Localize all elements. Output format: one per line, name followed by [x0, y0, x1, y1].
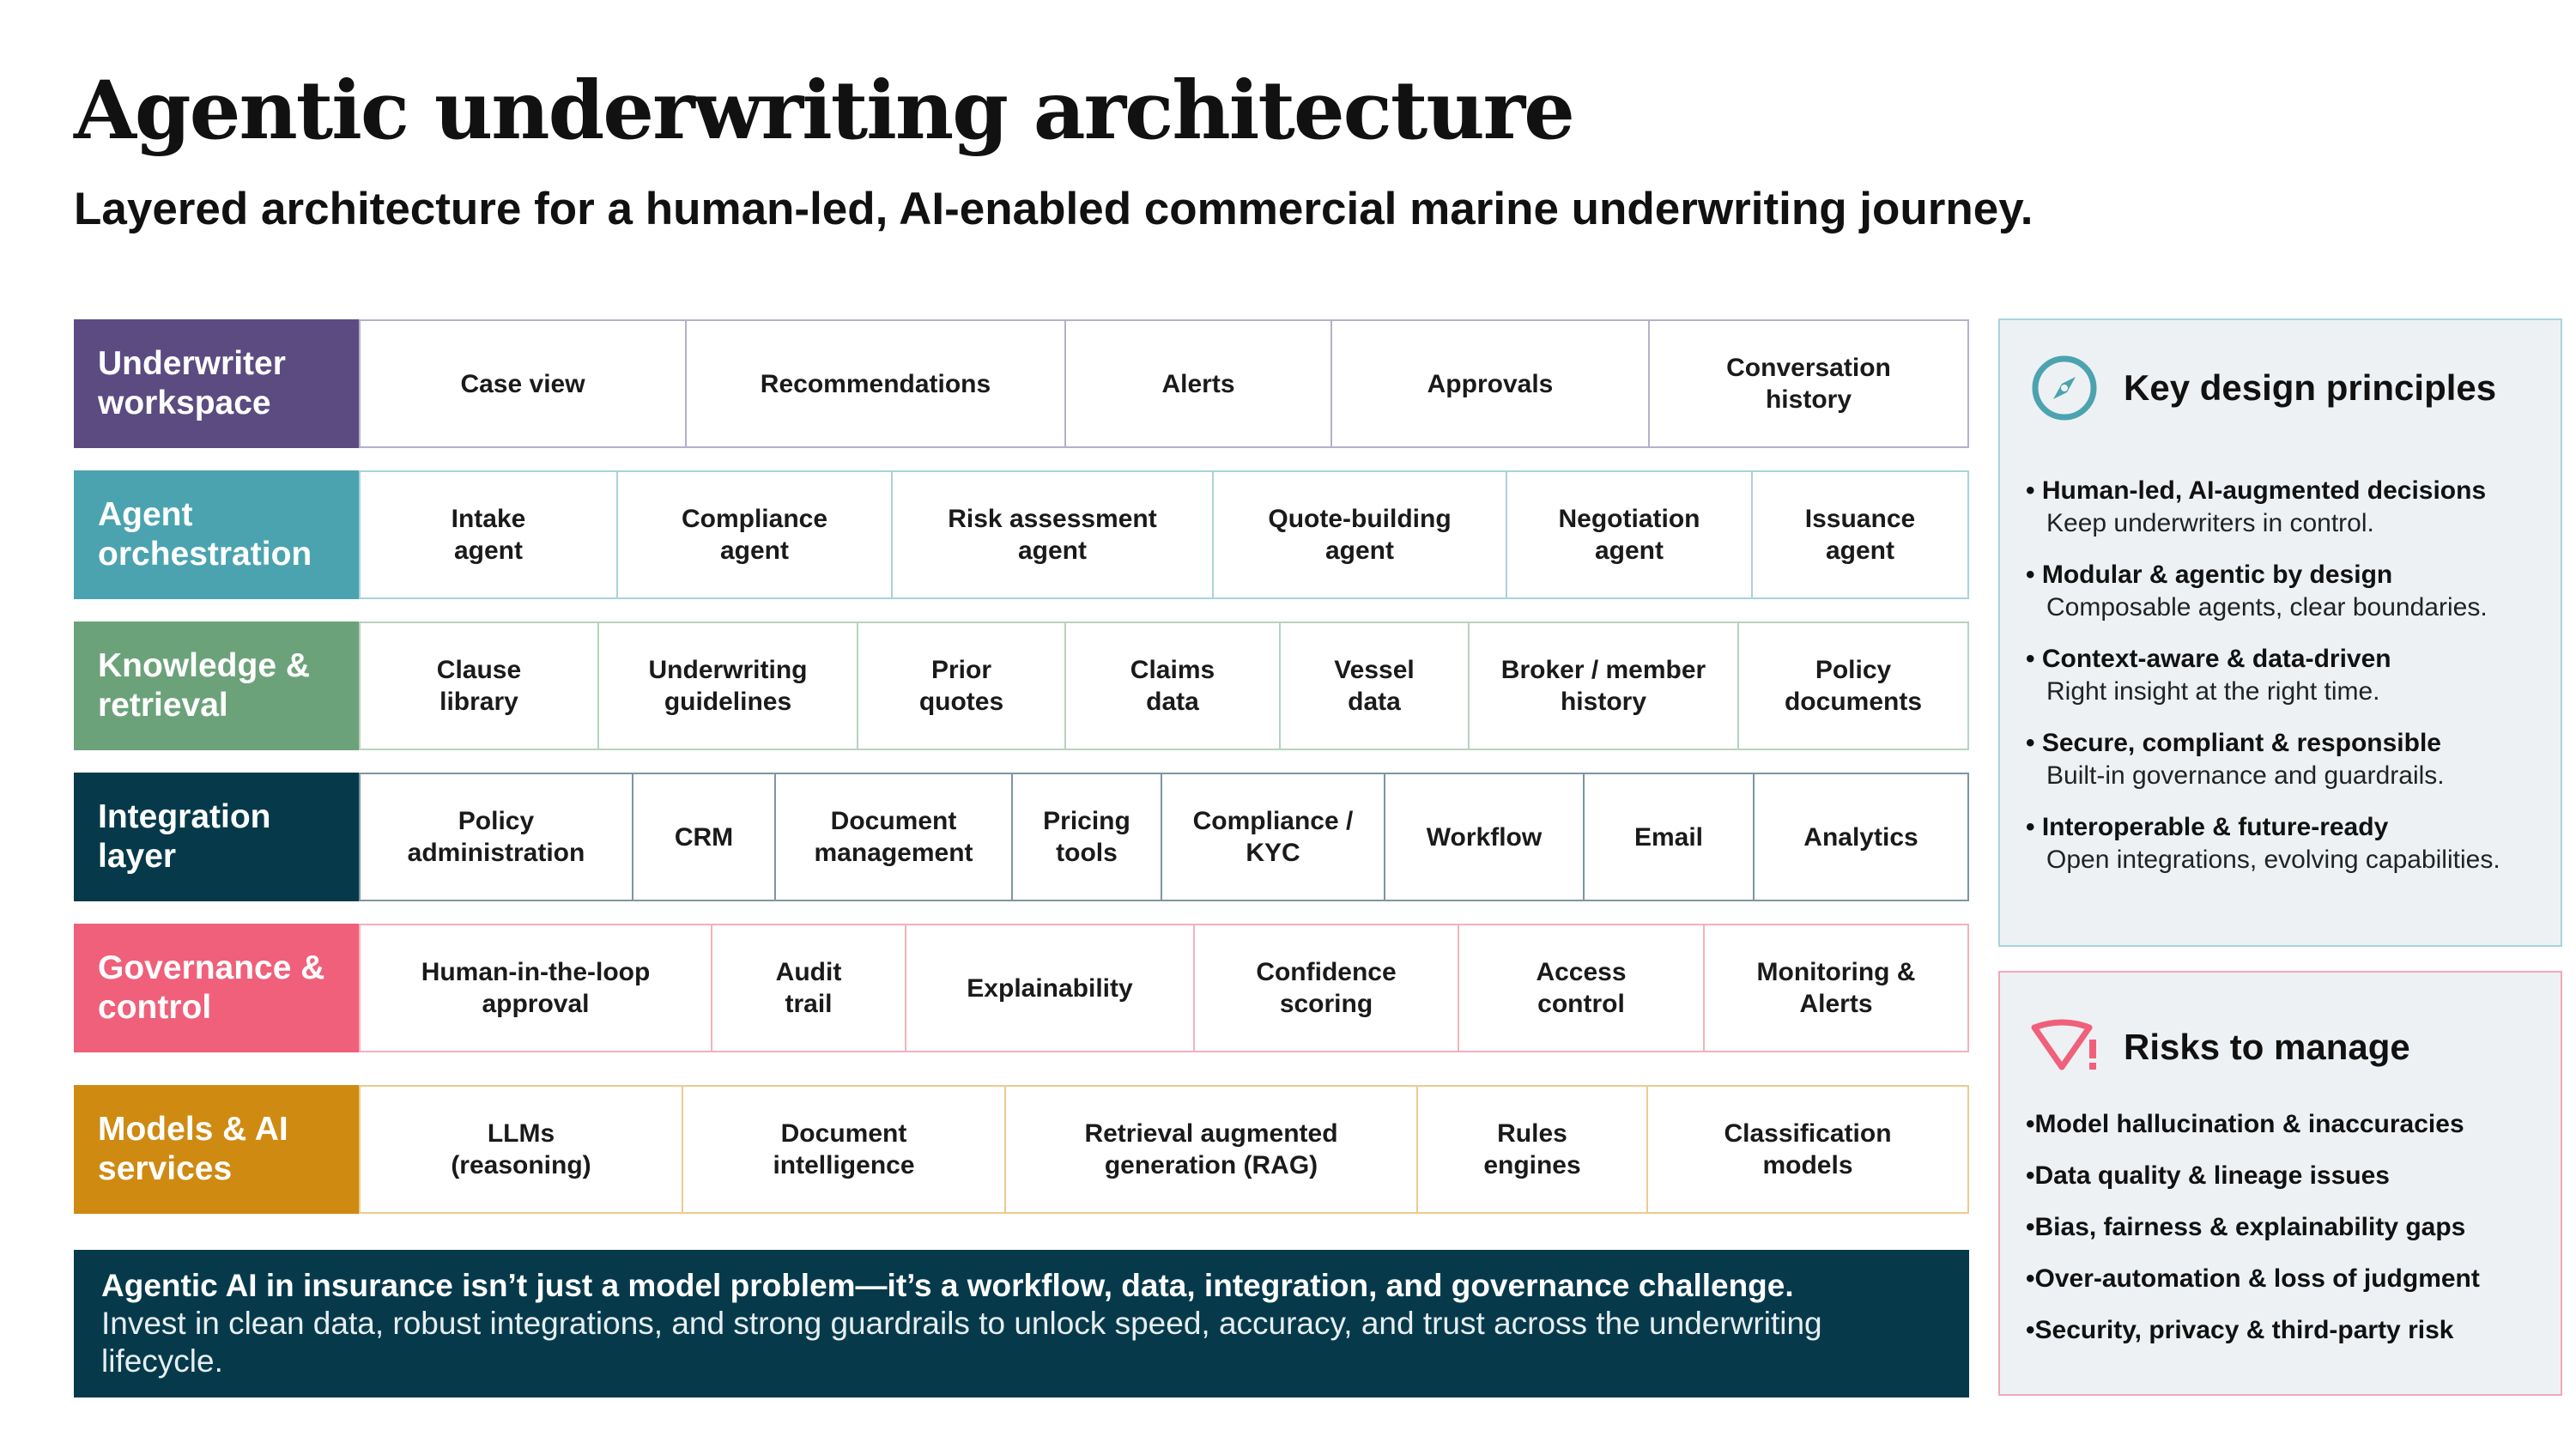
layer-components: Human-in-the-loop approval Audit trail Exp… [359, 924, 1969, 1052]
layer-components: Intake agent Compliance agent Risk assessm… [359, 470, 1969, 599]
principle-item: • Context-aware & data-driven Right insig… [2026, 643, 2549, 708]
component-cell: Risk assessment agent [893, 472, 1214, 597]
layer-label: Underwriter workspace [74, 319, 359, 448]
layer-label: Governance & control [74, 924, 359, 1052]
component-cell: Prior quotes [858, 623, 1066, 749]
component-cell: LLMs (reasoning) [361, 1087, 683, 1212]
principle-description: Right insight at the right time. [2046, 677, 2380, 706]
layer-label: Knowledge & retrieval [74, 621, 359, 750]
layer-row: Governance & control Human-in-the-loop ap… [74, 924, 1969, 1052]
component-cell: Broker / member history [1470, 623, 1739, 749]
risk-item: •Bias, fairness & explainability gaps [2026, 1213, 2466, 1241]
risks-panel: Risks to manage •Model hallucination & i… [1998, 971, 2562, 1396]
component-cell: Clause library [361, 623, 599, 749]
compass-icon [2032, 355, 2097, 421]
component-cell: Case view [361, 321, 687, 446]
component-cell: Classification models [1724, 1119, 1892, 1179]
principle-title: • Modular & agentic by design [2026, 561, 2393, 589]
component-cell: Explainability [906, 925, 1195, 1051]
layer-label: Models & AI services [74, 1085, 359, 1214]
component-cell: Underwriting guidelines [599, 623, 858, 749]
component-cell: Quote-building agent [1214, 472, 1507, 597]
layer-row: Knowledge & retrieval Clause library Under… [74, 621, 1969, 750]
design-principles-panel: Key design principles • Human-led, AI-au… [1998, 318, 2562, 947]
component-cell: Retrieval augmented generation (RAG) [1006, 1087, 1418, 1212]
component-cell: Vessel data [1281, 623, 1470, 749]
banner-headline: Agentic AI in insurance isn’t just a mod… [101, 1268, 1794, 1303]
page-title: Agentic underwriting architecture [74, 64, 1575, 158]
component-cell: Issuance agent [1804, 505, 1916, 565]
component-cell: Audit trail [712, 925, 906, 1051]
principle-title: • Secure, compliant & responsible [2026, 729, 2441, 757]
component-cell: Conversation history [1726, 354, 1891, 414]
component-cell: Intake agent [361, 472, 618, 597]
banner-body: Invest in clean data, robust integration… [101, 1306, 1822, 1379]
component-cell: CRM [633, 774, 776, 900]
principles-title: Key design principles [2124, 367, 2497, 408]
component-cell: Rules engines [1418, 1087, 1648, 1212]
principle-description: Open integrations, evolving capabilities… [2046, 846, 2500, 874]
layer-components: Policy administration CRM Document managem… [359, 773, 1969, 901]
component-cell: Pricing tools [1013, 774, 1162, 900]
component-cell: Workflow [1385, 774, 1585, 900]
risk-item: •Data quality & lineage issues [2026, 1161, 2390, 1190]
component-cell: Alerts [1066, 321, 1332, 446]
principle-description: Built-in governance and guardrails. [2046, 761, 2445, 790]
layer-label: Agent orchestration [74, 470, 359, 599]
layer-row: Agent orchestration Intake agent Complianc… [74, 470, 1969, 599]
principle-item: • Modular & agentic by design Composable … [2026, 559, 2549, 624]
component-cell: Document management [776, 774, 1013, 900]
component-cell: Policy documents [1784, 656, 1923, 716]
principles-header: Key design principles [2029, 353, 2496, 423]
risks-title: Risks to manage [2124, 1027, 2410, 1067]
component-cell: Confidence scoring [1195, 925, 1459, 1051]
layer-components: LLMs (reasoning) Document intelligence Ret… [359, 1085, 1969, 1214]
layer-row: Underwriter workspace Case view Recommenda… [74, 319, 1969, 448]
principle-item: • Secure, compliant & responsible Built-i… [2026, 727, 2549, 792]
warning-shield-icon [2031, 1019, 2096, 1070]
principle-description: Composable agents, clear boundaries. [2046, 593, 2488, 621]
component-cell: Analytics [1803, 822, 1918, 852]
component-cell: Human-in-the-loop approval [361, 925, 712, 1051]
key-message-banner: Agentic AI in insurance isn’t just a mod… [74, 1250, 1969, 1397]
component-cell: Recommendations [687, 321, 1066, 446]
principle-title: • Human-led, AI-augmented decisions [2026, 476, 2487, 505]
component-cell: Compliance agent [618, 472, 893, 597]
layer-row: Integration layer Policy administration CR… [74, 773, 1969, 901]
component-cell: Compliance / KYC [1162, 774, 1385, 900]
principle-item: • Human-led, AI-augmented decisions Keep … [2026, 475, 2549, 540]
principle-title: • Context-aware & data-driven [2026, 645, 2391, 673]
component-cell: Email [1585, 774, 1755, 900]
layer-components: Case view Recommendations Alerts Approvals C… [359, 319, 1969, 448]
layer-label: Integration layer [74, 773, 359, 901]
principle-description: Keep underwriters in control. [2046, 509, 2374, 537]
risk-item: •Over-automation & loss of judgment [2026, 1264, 2480, 1293]
component-cell: Document intelligence [683, 1087, 1006, 1212]
principle-item: • Interoperable & future-ready Open integ… [2026, 811, 2549, 876]
layer-row: Models & AI services LLMs (reasoning) Docu… [74, 1085, 1969, 1214]
risk-item: •Model hallucination & inaccuracies [2026, 1110, 2464, 1138]
component-cell: Policy administration [361, 774, 633, 900]
principle-title: • Interoperable & future-ready [2026, 813, 2389, 841]
risk-item: •Security, privacy & third-party risk [2026, 1316, 2454, 1344]
component-cell: Monitoring & Alerts [1756, 958, 1916, 1018]
page-subtitle: Layered architecture for a human-led, AI… [74, 184, 2034, 234]
component-cell: Approvals [1332, 321, 1650, 446]
component-cell: Access control [1459, 925, 1705, 1051]
component-cell: Negotiation agent [1507, 472, 1753, 597]
layer-components: Clause library Underwriting guidelines Pri… [359, 621, 1969, 750]
risks-header: Risks to manage [2029, 1017, 2410, 1077]
component-cell: Claims data [1066, 623, 1281, 749]
